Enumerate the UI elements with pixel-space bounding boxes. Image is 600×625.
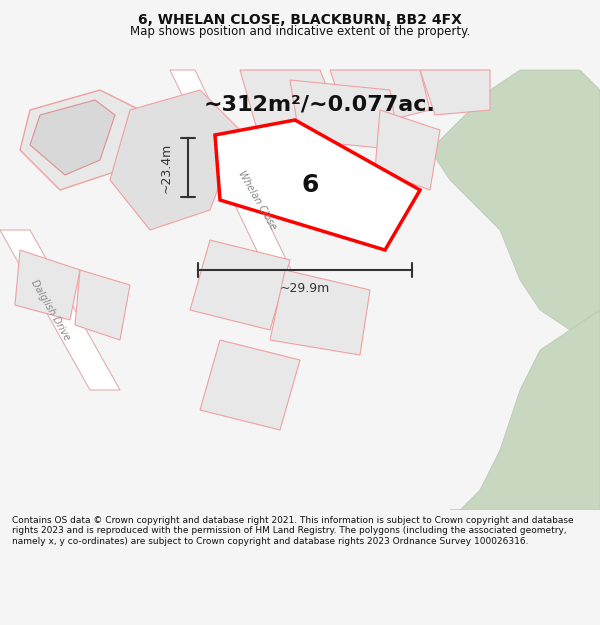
Polygon shape <box>110 90 240 230</box>
Text: ~23.4m: ~23.4m <box>160 142 173 192</box>
Polygon shape <box>170 70 320 330</box>
Polygon shape <box>215 120 420 250</box>
Text: 6: 6 <box>301 173 319 197</box>
Polygon shape <box>15 250 80 320</box>
Polygon shape <box>420 70 490 115</box>
Text: 6, WHELAN CLOSE, BLACKBURN, BB2 4FX: 6, WHELAN CLOSE, BLACKBURN, BB2 4FX <box>138 12 462 26</box>
Polygon shape <box>430 70 600 330</box>
Polygon shape <box>240 70 340 140</box>
Polygon shape <box>375 110 440 190</box>
Text: Whelan Close: Whelan Close <box>236 169 278 231</box>
Text: ~29.9m: ~29.9m <box>280 281 330 294</box>
Polygon shape <box>270 270 370 355</box>
Text: Contains OS data © Crown copyright and database right 2021. This information is : Contains OS data © Crown copyright and d… <box>12 516 574 546</box>
Polygon shape <box>75 270 130 340</box>
Text: ~312m²/~0.077ac.: ~312m²/~0.077ac. <box>204 95 436 115</box>
Polygon shape <box>190 240 290 330</box>
Polygon shape <box>450 310 600 510</box>
Polygon shape <box>0 230 120 390</box>
Text: Dalglish Drive: Dalglish Drive <box>29 278 71 342</box>
Text: Map shows position and indicative extent of the property.: Map shows position and indicative extent… <box>130 24 470 38</box>
Polygon shape <box>200 340 300 430</box>
Polygon shape <box>290 80 400 150</box>
Polygon shape <box>330 70 430 130</box>
Polygon shape <box>30 100 115 175</box>
Polygon shape <box>20 90 140 190</box>
